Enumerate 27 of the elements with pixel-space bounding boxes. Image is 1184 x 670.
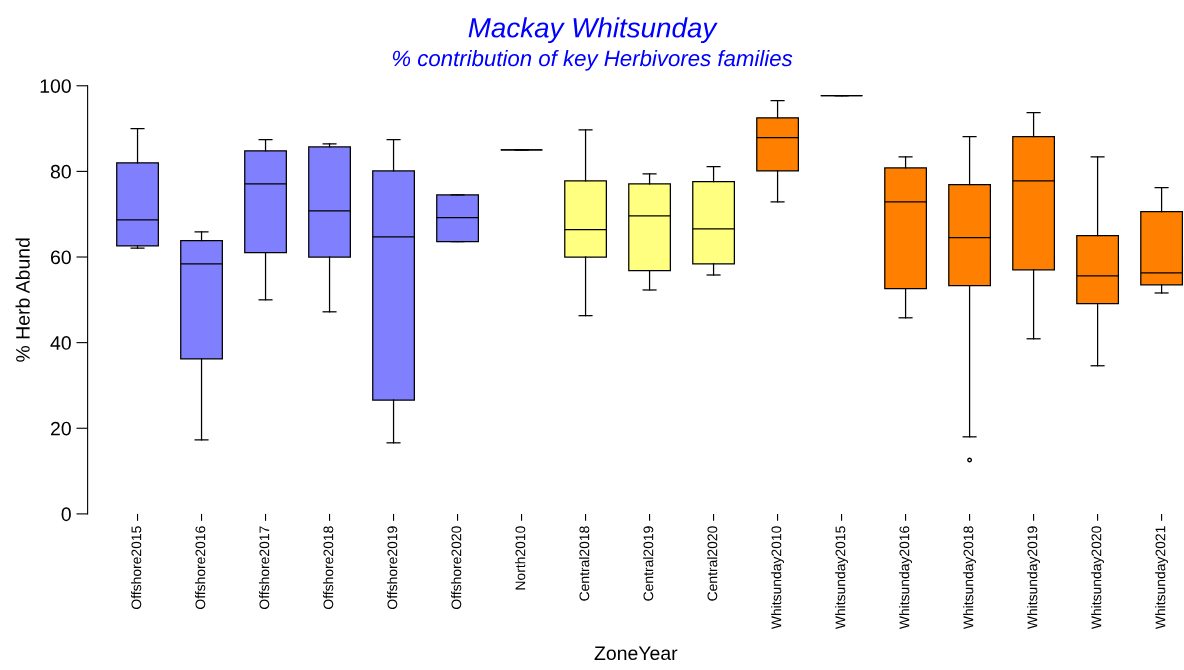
x-tick-label: Central2018 — [579, 526, 590, 601]
y-tick-label: 40 — [50, 336, 71, 350]
x-tick-label: Central2020 — [707, 526, 718, 601]
x-tick-label: Whitsunday2015 — [835, 526, 849, 630]
x-tick-label: Whitsunday2010 — [771, 526, 785, 630]
x-tick-label: Central2019 — [643, 526, 654, 601]
x-tick-label: North2010 — [515, 526, 526, 590]
x-tick-label: Offshore2018 — [323, 526, 334, 609]
x-tick-label: Whitsunday2020 — [1091, 526, 1105, 630]
y-tick-label: 100 — [40, 79, 71, 93]
x-axis-title: ZoneYear — [594, 646, 678, 661]
chart-subtitle: % contribution of key Herbivores families — [392, 49, 793, 71]
y-tick-label: 20 — [51, 421, 71, 436]
x-tick-label: Whitsunday2018 — [963, 526, 977, 630]
x-tick-label: Whitsunday2016 — [899, 526, 913, 630]
y-tick-label: 80 — [50, 164, 71, 179]
y-tick-label: 0 — [61, 507, 71, 522]
y-axis-title: % Herb Abund — [15, 238, 30, 362]
x-tick-label: Offshore2017 — [259, 526, 270, 609]
x-tick-label: Offshore2019 — [387, 526, 398, 609]
y-tick-label: 60 — [51, 250, 71, 265]
x-tick-label: Offshore2015 — [131, 526, 142, 609]
x-tick-label: Whitsunday2021 — [1155, 526, 1169, 630]
x-tick-label: Offshore2016 — [195, 526, 206, 609]
x-tick-label: Whitsunday2019 — [1027, 526, 1041, 630]
x-tick-label: Offshore2020 — [451, 526, 462, 609]
chart-title: Mackay Whitsunday — [468, 17, 718, 44]
